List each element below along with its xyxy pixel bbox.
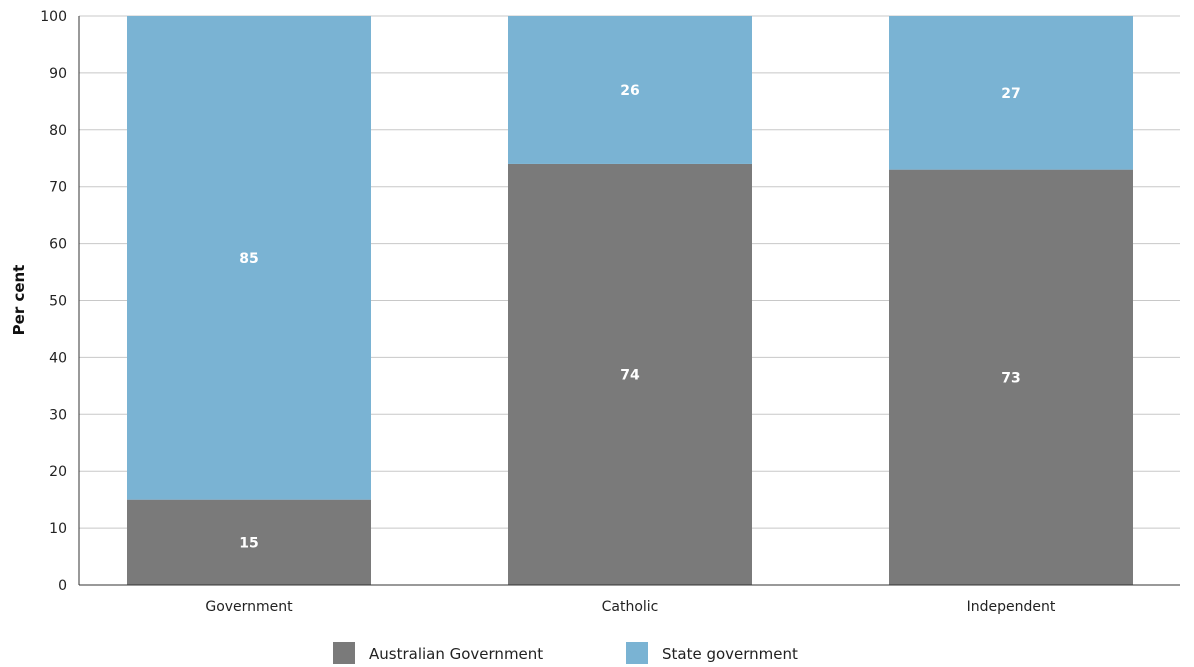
y-tick-label: 60: [49, 237, 67, 253]
data-label: 74: [620, 367, 640, 383]
y-tick-label: 50: [49, 294, 67, 310]
bar-segment-state-government: [889, 16, 1133, 170]
x-category-label: Catholic: [602, 599, 659, 615]
legend-label: Australian Government: [369, 645, 543, 663]
y-tick-label: 40: [49, 350, 67, 366]
y-tick-label: 70: [49, 180, 67, 196]
y-tick-label: 80: [49, 123, 67, 139]
data-label: 26: [620, 83, 639, 99]
legend-swatch: [626, 642, 648, 664]
x-category-label: Independent: [967, 599, 1056, 615]
y-tick-label: 20: [49, 464, 67, 480]
y-tick-label: 30: [49, 407, 67, 423]
y-tick-label: 100: [40, 9, 67, 25]
y-tick-label: 0: [58, 578, 67, 594]
y-tick-label: 10: [49, 521, 67, 537]
axes: 0 10 20 30 40 50 60 70 80 90 100 Government Catholic…: [40, 9, 1180, 615]
x-category-label: Government: [205, 599, 293, 615]
bar-segment-state-government: [127, 16, 371, 500]
y-axis-label: Per cent: [10, 265, 28, 336]
legend: Australian Government State government: [333, 642, 798, 664]
data-label: 85: [239, 251, 258, 267]
legend-swatch: [333, 642, 355, 664]
data-label: 73: [1001, 370, 1020, 386]
legend-label: State government: [662, 645, 798, 663]
bar-segment-australian-government: [508, 163, 752, 585]
data-label: 15: [239, 535, 258, 551]
y-tick-label: 90: [49, 66, 67, 82]
bar-segment-australian-government: [127, 499, 371, 585]
bars: 15 85 74 26 73 27: [127, 16, 1133, 585]
data-label: 27: [1001, 86, 1020, 102]
bar-segment-australian-government: [889, 169, 1133, 585]
bar-segment-state-government: [508, 16, 752, 164]
